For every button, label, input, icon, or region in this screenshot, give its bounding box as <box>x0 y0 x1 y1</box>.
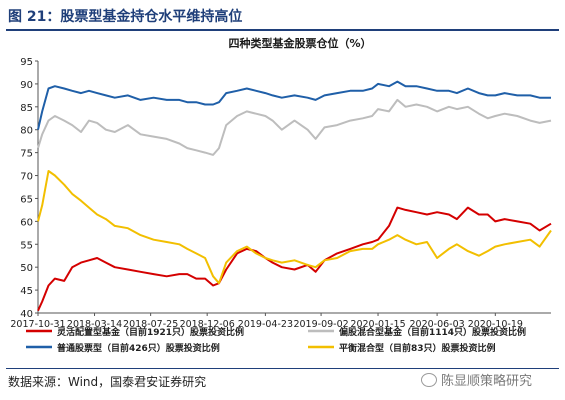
figure-header: 图 21：股票型基金持仓水平维持高位 <box>0 0 565 31</box>
series-line-2 <box>37 80 551 130</box>
legend-label-0: 灵活配置型基金（目前1921只）股票投资比例 <box>56 326 244 338</box>
x-tick-label: 2020-06-03 <box>409 319 464 330</box>
source-note: 数据来源：Wind，国泰君安证券研究 <box>8 375 207 389</box>
figure-title: 图 21：股票型基金持仓水平维持高位 <box>8 9 243 25</box>
series-line-1 <box>37 98 552 156</box>
y-tick-label: 90 <box>20 80 33 91</box>
x-tick-label: 2018-12-06 <box>180 319 235 330</box>
chart-legend: 灵活配置型基金（目前1921只）股票投资比例 偏股混合型基金（目前1114只）股票… <box>26 326 526 354</box>
watermark: 陈显顺策略研究 <box>421 370 532 389</box>
y-tick-label: 40 <box>20 309 33 320</box>
source-divider <box>6 368 559 369</box>
series-line-0 <box>37 206 552 312</box>
wechat-icon <box>421 373 437 387</box>
x-tick-label: 2020-01-15 <box>350 319 405 330</box>
series-line-3 <box>37 170 552 285</box>
x-tick-label: 2019-09-02 <box>293 319 348 330</box>
y-tick-label: 65 <box>20 194 33 205</box>
watermark-text: 陈显顺策略研究 <box>441 374 533 389</box>
y-tick-label: 75 <box>20 149 33 160</box>
x-tick-label: 2017-10-31 <box>10 319 65 330</box>
title-divider <box>6 29 559 31</box>
y-tick-label: 70 <box>20 172 33 183</box>
y-tick-label: 95 <box>20 57 33 68</box>
y-tick-label: 80 <box>20 126 33 137</box>
legend-label-2: 普通股票型（目前426只）股票投资比例 <box>57 342 220 354</box>
y-tick-label: 85 <box>20 103 33 114</box>
chart-title: 四种类型基金股票仓位（%） <box>228 36 371 50</box>
y-tick-label: 50 <box>20 263 33 274</box>
y-tick-label: 55 <box>20 240 33 251</box>
legend-label-1: 偏股混合型基金（目前1114只）股票投资比例 <box>339 326 526 338</box>
x-tick-label: 2018-07-25 <box>123 319 178 330</box>
fund-position-line-chart: 四种类型基金股票仓位（%） 40 45 50 55 60 65 70 75 80 85 90 95 20… <box>10 36 552 354</box>
y-tick-label: 45 <box>20 286 33 297</box>
legend-label-3: 平衡混合型（目前83只）股票投资比例 <box>339 342 496 354</box>
x-tick-label: 2018-03-14 <box>67 319 122 330</box>
x-tick-label: 2019-04-23 <box>238 319 293 330</box>
y-tick-label: 60 <box>20 217 33 228</box>
x-tick-label: 2020-10-19 <box>468 319 523 330</box>
series-layer <box>37 80 552 312</box>
